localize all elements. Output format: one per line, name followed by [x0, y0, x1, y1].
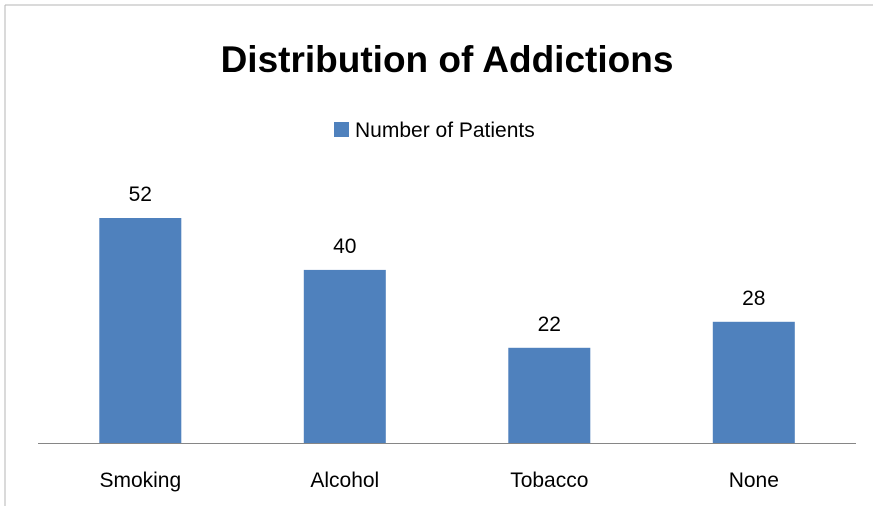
value-label-none: 28	[742, 287, 765, 310]
bars-layer	[99, 218, 795, 443]
category-label-tobacco: Tobacco	[510, 469, 588, 492]
category-label-smoking: Smoking	[99, 469, 181, 492]
value-labels-layer: 52 40 22 28	[129, 183, 766, 336]
bar-alcohol	[303, 269, 386, 443]
chart-title: Distribution of Addictions	[221, 39, 674, 80]
legend: Number of Patients	[334, 119, 535, 142]
bar-tobacco	[508, 347, 591, 443]
legend-label: Number of Patients	[355, 119, 535, 142]
category-label-none: None	[729, 469, 779, 492]
bar-smoking	[99, 218, 182, 443]
legend-swatch	[334, 122, 349, 137]
value-label-smoking: 52	[129, 183, 152, 206]
value-label-tobacco: 22	[538, 313, 561, 336]
category-labels-layer: Smoking Alcohol Tobacco None	[99, 469, 778, 492]
bar-none	[712, 321, 795, 443]
category-label-alcohol: Alcohol	[310, 469, 379, 492]
value-label-alcohol: 40	[333, 235, 356, 258]
